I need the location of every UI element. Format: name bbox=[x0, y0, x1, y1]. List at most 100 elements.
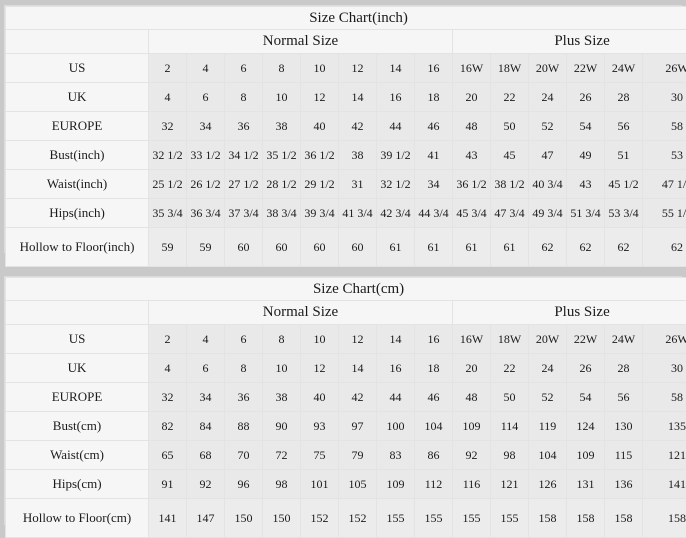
size-cell: 59 bbox=[149, 228, 187, 267]
size-cell: 104 bbox=[415, 412, 453, 441]
size-cell: 36 bbox=[225, 112, 263, 141]
size-cell: 109 bbox=[453, 412, 491, 441]
size-cell: 4 bbox=[187, 325, 225, 354]
size-cell: 53 3/4 bbox=[605, 199, 643, 228]
chart-title: Size Chart(inch) bbox=[6, 7, 686, 30]
size-cell: 6 bbox=[187, 83, 225, 112]
size-cell: 44 3/4 bbox=[415, 199, 453, 228]
size-cell: 8 bbox=[225, 83, 263, 112]
size-cell: 28 1/2 bbox=[263, 170, 301, 199]
size-cell: 18 bbox=[415, 354, 453, 383]
size-cell: 105 bbox=[339, 470, 377, 499]
row-label: Bust(inch) bbox=[6, 141, 149, 170]
size-cell: 70 bbox=[225, 441, 263, 470]
size-cell: 26W bbox=[643, 325, 686, 354]
size-cell: 4 bbox=[187, 54, 225, 83]
size-cell: 58 bbox=[643, 112, 686, 141]
size-cell: 49 3/4 bbox=[529, 199, 567, 228]
size-cell: 135 bbox=[643, 412, 686, 441]
row-label: Waist(inch) bbox=[6, 170, 149, 199]
size-cell: 90 bbox=[263, 412, 301, 441]
size-cell: 130 bbox=[605, 412, 643, 441]
group-header-normal-size: Normal Size bbox=[149, 30, 453, 54]
size-cell: 131 bbox=[567, 470, 605, 499]
size-cell: 34 bbox=[415, 170, 453, 199]
size-cell: 16 bbox=[377, 354, 415, 383]
size-cell: 24W bbox=[605, 325, 643, 354]
group-header-plus-size: Plus Size bbox=[453, 301, 686, 325]
size-cell: 61 bbox=[491, 228, 529, 267]
size-cell: 18 bbox=[415, 83, 453, 112]
size-cell: 18W bbox=[491, 54, 529, 83]
size-cell: 48 bbox=[453, 112, 491, 141]
size-cell: 22 bbox=[491, 83, 529, 112]
row-label: Hips(cm) bbox=[6, 470, 149, 499]
size-cell: 45 1/2 bbox=[605, 170, 643, 199]
row-label: EUROPE bbox=[6, 112, 149, 141]
size-cell: 51 bbox=[605, 141, 643, 170]
size-cell: 47 1/2 bbox=[643, 170, 686, 199]
size-cell: 56 bbox=[605, 383, 643, 412]
size-cell: 36 1/2 bbox=[453, 170, 491, 199]
size-cell: 91 bbox=[149, 470, 187, 499]
table-row: US24681012141616W18W20W22W24W26W bbox=[6, 325, 686, 354]
size-cell: 8 bbox=[225, 354, 263, 383]
size-cell: 36 1/2 bbox=[301, 141, 339, 170]
size-cell: 155 bbox=[491, 499, 529, 538]
size-cell: 38 bbox=[339, 141, 377, 170]
size-cell: 65 bbox=[149, 441, 187, 470]
size-cell: 39 3/4 bbox=[301, 199, 339, 228]
size-cell: 28 bbox=[605, 83, 643, 112]
size-cell: 155 bbox=[415, 499, 453, 538]
size-cell: 112 bbox=[415, 470, 453, 499]
size-cell: 58 bbox=[643, 383, 686, 412]
size-cell: 46 bbox=[415, 112, 453, 141]
size-cell: 82 bbox=[149, 412, 187, 441]
size-cell: 150 bbox=[263, 499, 301, 538]
size-cell: 55 1/2 bbox=[643, 199, 686, 228]
size-cell: 141 bbox=[149, 499, 187, 538]
size-cell: 62 bbox=[605, 228, 643, 267]
size-cell: 158 bbox=[567, 499, 605, 538]
size-cell: 126 bbox=[529, 470, 567, 499]
size-cell: 29 1/2 bbox=[301, 170, 339, 199]
chart-title: Size Chart(cm) bbox=[6, 278, 686, 301]
size-cell: 16W bbox=[453, 325, 491, 354]
size-cell: 46 bbox=[415, 383, 453, 412]
size-cell: 12 bbox=[339, 325, 377, 354]
size-cell: 30 bbox=[643, 83, 686, 112]
size-cell: 37 3/4 bbox=[225, 199, 263, 228]
size-cell: 52 bbox=[529, 383, 567, 412]
size-cell: 16 bbox=[377, 83, 415, 112]
size-cell: 75 bbox=[301, 441, 339, 470]
size-cell: 141 bbox=[643, 470, 686, 499]
size-cell: 44 bbox=[377, 383, 415, 412]
size-cell: 16 bbox=[415, 325, 453, 354]
row-label: Waist(cm) bbox=[6, 441, 149, 470]
size-cell: 20W bbox=[529, 54, 567, 83]
size-cell: 14 bbox=[377, 54, 415, 83]
size-cell: 35 3/4 bbox=[149, 199, 187, 228]
size-cell: 158 bbox=[605, 499, 643, 538]
size-cell: 42 bbox=[339, 112, 377, 141]
size-cell: 52 bbox=[529, 112, 567, 141]
size-cell: 20 bbox=[453, 83, 491, 112]
size-cell: 152 bbox=[301, 499, 339, 538]
size-cell: 84 bbox=[187, 412, 225, 441]
size-cell: 36 3/4 bbox=[187, 199, 225, 228]
size-cell: 109 bbox=[377, 470, 415, 499]
size-cell: 34 1/2 bbox=[225, 141, 263, 170]
size-cell: 10 bbox=[263, 83, 301, 112]
size-cell: 28 bbox=[605, 354, 643, 383]
size-cell: 43 bbox=[453, 141, 491, 170]
size-cell: 150 bbox=[225, 499, 263, 538]
size-cell: 97 bbox=[339, 412, 377, 441]
size-cell: 50 bbox=[491, 112, 529, 141]
size-cell: 86 bbox=[415, 441, 453, 470]
size-cell: 34 bbox=[187, 383, 225, 412]
row-label: Hollow to Floor(cm) bbox=[6, 499, 149, 538]
